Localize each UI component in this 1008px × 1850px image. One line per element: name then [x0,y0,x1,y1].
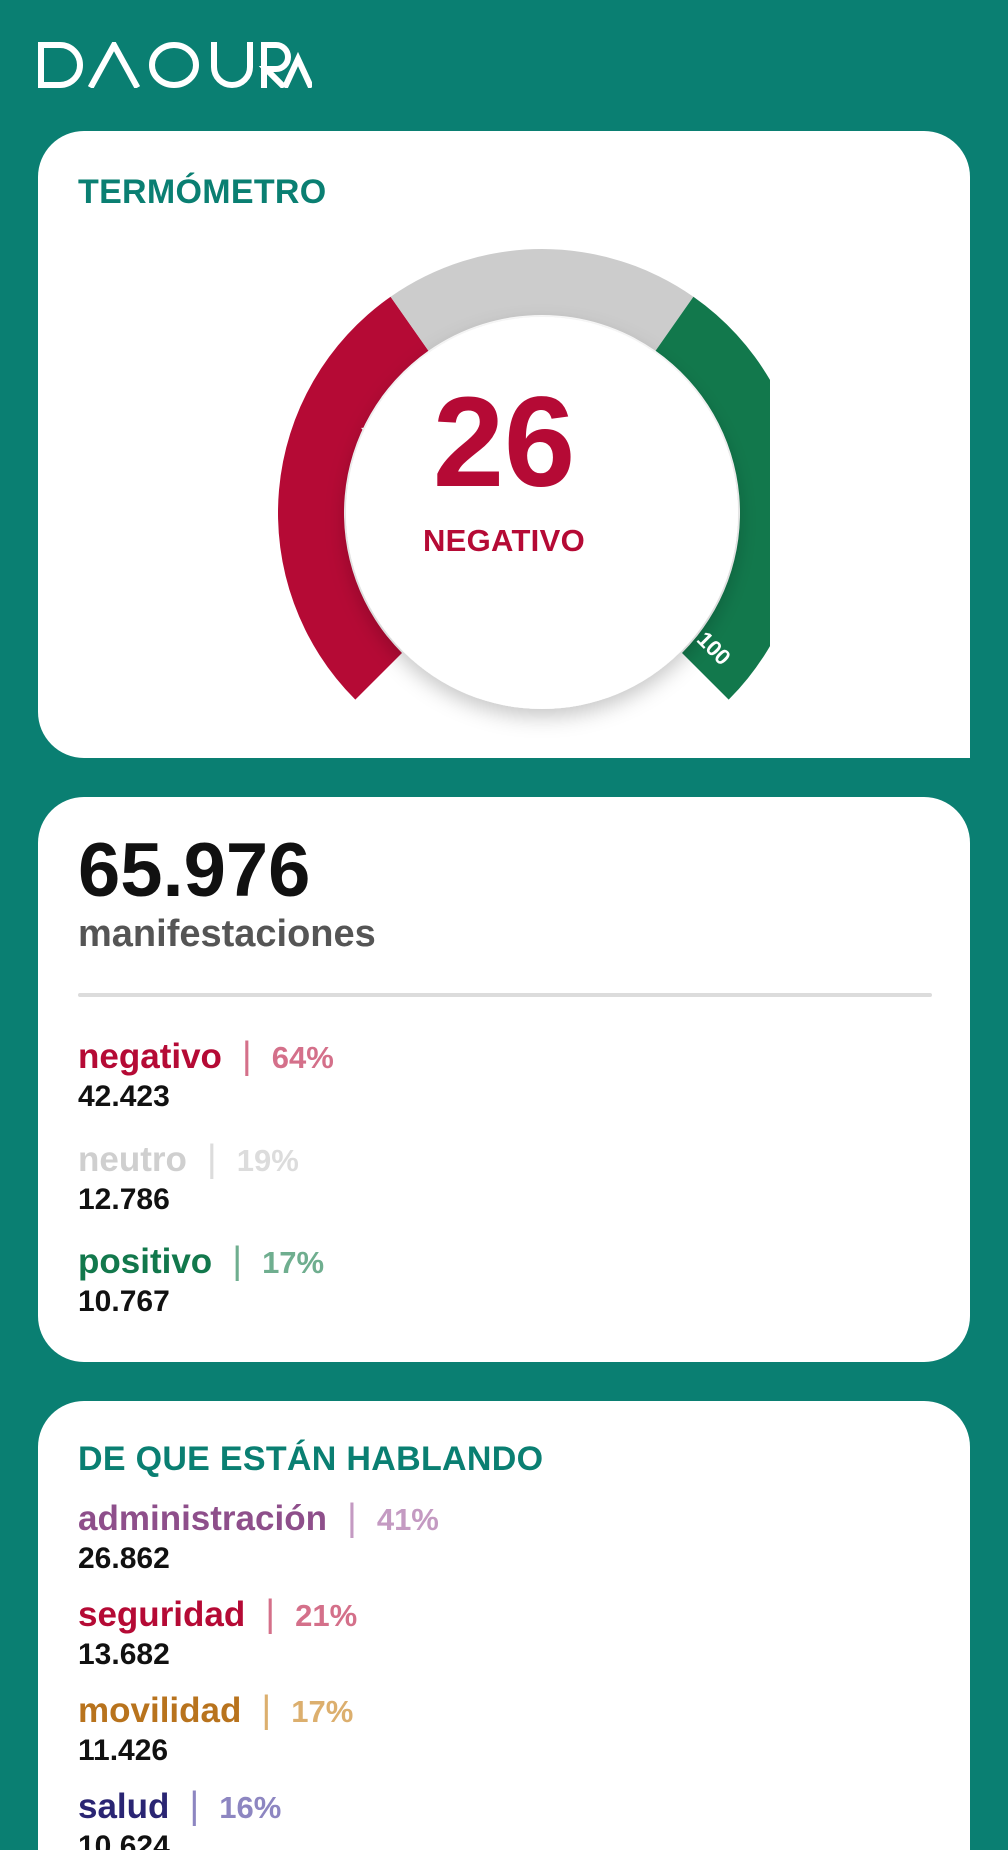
topic-name: administración [78,1499,327,1538]
stat-percent: 17% [262,1245,325,1280]
gauge-value: 26 [432,371,576,514]
stat-percent: 19% [236,1143,299,1178]
topic-count: 11.426 [78,1734,169,1767]
stat-name: neutro [78,1140,187,1179]
topic-item-salud: salud | 16% 10.624 [78,1785,281,1850]
topic-count: 13.682 [78,1638,170,1671]
gauge-segment-neutro [390,249,694,351]
stat-percent: 64% [271,1040,334,1075]
topic-separator: | [189,1785,200,1827]
topic-item-administracion: administración | 41% 26.862 [78,1497,439,1576]
stat-count: 12.786 [78,1183,170,1216]
topic-item-seguridad: seguridad | 21% 13.682 [78,1593,357,1672]
gauge-segment-negativo [278,296,429,700]
topics-title: DE QUE ESTÁN HABLANDO [78,1440,544,1478]
stat-separator: | [232,1240,243,1282]
stat-count: 10.767 [78,1285,170,1318]
gauge-graphic: 100 [278,249,806,709]
stat-name: negativo [78,1037,222,1076]
topic-percent: 21% [295,1598,358,1633]
topic-percent: 17% [291,1694,354,1729]
topics-card: DE QUE ESTÁN HABLANDO administración | 4… [38,1401,970,1850]
gauge-segment-positivo [655,296,806,700]
divider [78,993,932,997]
gauge-center-disc [346,317,738,709]
topic-name: seguridad [78,1595,246,1634]
topic-separator: | [265,1593,276,1635]
total-mentions-label: manifestaciones [78,913,376,955]
thermometer-card: TERMÓMETRO 100 26 NEGAT [38,131,970,758]
topic-separator: | [346,1497,357,1539]
stat-name: positivo [78,1242,213,1281]
topic-percent: 41% [376,1502,439,1537]
stat-count: 42.423 [78,1080,170,1113]
topic-separator: | [261,1689,272,1731]
topic-count: 26.862 [78,1542,170,1575]
topic-item-movilidad: movilidad | 17% 11.426 [78,1689,353,1768]
daoura-logo [38,42,312,88]
stat-separator: | [206,1138,217,1180]
sentiment-gauge: 100 26 NEGATIVO [238,241,806,741]
thermometer-title: TERMÓMETRO [78,173,327,211]
stat-separator: | [241,1035,252,1077]
topic-name: movilidad [78,1691,242,1730]
topic-count: 10.624 [78,1830,170,1850]
total-mentions-value: 65.976 [78,828,311,913]
topic-name: salud [78,1787,170,1826]
sentiment-stat-positive: positivo | 17% 10.767 [78,1240,324,1319]
totals-card: 65.976 manifestaciones negativo | 64% 42… [38,797,970,1362]
topic-percent: 16% [219,1790,282,1825]
sentiment-stat-negative: negativo | 64% 42.423 [78,1035,334,1114]
sentiment-stat-neutral: neutro | 19% 12.786 [78,1138,299,1217]
gauge-sentiment-label: NEGATIVO [422,523,585,558]
